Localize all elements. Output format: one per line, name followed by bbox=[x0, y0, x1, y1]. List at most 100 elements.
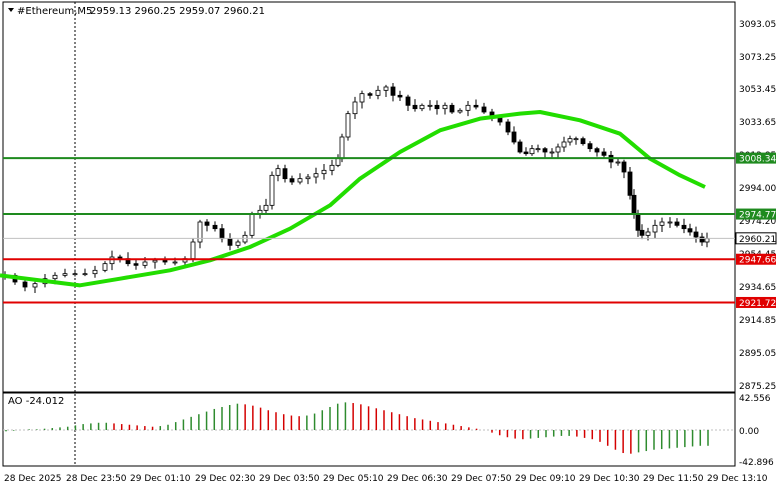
candle-body bbox=[693, 231, 699, 238]
price-tick: 3053.45 bbox=[739, 85, 776, 95]
price-axis: 3093.05 3073.25 3053.45 3033.65 3013.85 … bbox=[739, 20, 776, 392]
candle-body bbox=[321, 169, 327, 175]
time-tick: 29 Dec 01:10 bbox=[130, 474, 191, 484]
candle-body bbox=[687, 228, 693, 233]
price-tick: 2914.85 bbox=[739, 316, 776, 326]
candle-body bbox=[523, 151, 529, 155]
price-tick: 3093.05 bbox=[739, 20, 776, 30]
level-badge bbox=[736, 296, 776, 308]
candle-body bbox=[72, 273, 78, 276]
candle-body bbox=[652, 224, 658, 233]
level-badge bbox=[736, 152, 776, 164]
candle-body bbox=[587, 143, 593, 150]
dropdown-arrow-icon[interactable] bbox=[8, 8, 14, 12]
candle-body bbox=[601, 151, 607, 156]
time-tick: 29 Dec 10:30 bbox=[579, 474, 640, 484]
candle-body bbox=[335, 158, 341, 166]
candle-body bbox=[249, 213, 255, 236]
time-tick: 29 Dec 02:30 bbox=[195, 474, 256, 484]
candle-body bbox=[212, 224, 218, 230]
candle-body bbox=[621, 161, 627, 173]
candle-body bbox=[615, 161, 621, 164]
candle-body bbox=[419, 104, 425, 110]
level-badge bbox=[736, 253, 776, 265]
ohlc-values: 2959.13 2960.25 2959.07 2960.21 bbox=[90, 6, 265, 17]
candle-body bbox=[511, 131, 517, 143]
candle-body bbox=[133, 263, 139, 266]
candle-body bbox=[473, 104, 479, 108]
level-badge bbox=[736, 208, 776, 220]
level-label: 3008.34 bbox=[739, 155, 776, 165]
candle-body bbox=[204, 221, 210, 226]
candle-body bbox=[594, 148, 600, 153]
price-tick: 2974.20 bbox=[739, 217, 776, 227]
time-tick: 29 Dec 11:50 bbox=[643, 474, 704, 484]
candle-body bbox=[22, 281, 28, 288]
time-tick: 28 Dec 23:50 bbox=[66, 474, 127, 484]
candle-body bbox=[152, 259, 158, 263]
candle-body bbox=[412, 104, 418, 110]
price-tick: 2994.00 bbox=[739, 184, 776, 194]
candle-body bbox=[359, 93, 365, 103]
candle-body bbox=[329, 164, 335, 171]
level-label: 2947.66 bbox=[739, 256, 776, 266]
time-tick: 29 Dec 06:30 bbox=[387, 474, 448, 484]
candle-body bbox=[235, 241, 241, 246]
ao-tick: -42.896 bbox=[739, 458, 774, 468]
candle-body bbox=[631, 194, 637, 215]
price-tick: 3073.25 bbox=[739, 53, 776, 63]
candle-body bbox=[561, 141, 567, 148]
candle-body bbox=[367, 93, 373, 96]
candle-body bbox=[352, 101, 358, 115]
price-tick: 2895.05 bbox=[739, 349, 776, 359]
candle-body bbox=[542, 148, 548, 153]
candle-body bbox=[275, 168, 281, 176]
candle-body bbox=[573, 138, 579, 141]
candle-body bbox=[517, 141, 523, 153]
candle-body bbox=[390, 86, 396, 96]
candle-body bbox=[635, 213, 641, 231]
candle-body bbox=[645, 231, 651, 236]
candle-body bbox=[305, 176, 311, 180]
candle-body bbox=[313, 173, 319, 178]
candles-group bbox=[2, 83, 710, 294]
candle-body bbox=[282, 168, 288, 180]
candle-body bbox=[405, 96, 411, 106]
symbol-label[interactable]: #Ethereum,M5 bbox=[17, 6, 92, 17]
level-label: 2974.77 bbox=[739, 211, 776, 221]
main-panel[interactable] bbox=[2, 1, 736, 393]
candle-body bbox=[172, 261, 178, 264]
ao-title: AO -24.012 bbox=[8, 396, 64, 407]
candle-body bbox=[263, 204, 269, 211]
candle-body bbox=[681, 224, 687, 230]
moving-average-line bbox=[0, 110, 706, 288]
candle-body bbox=[297, 178, 303, 183]
candle-body bbox=[580, 138, 586, 145]
candle-body bbox=[674, 221, 680, 226]
candle-body bbox=[397, 94, 403, 98]
candle-body bbox=[92, 269, 98, 275]
candle-body bbox=[109, 256, 115, 265]
candle-body bbox=[567, 138, 573, 143]
candle-body bbox=[549, 151, 555, 154]
candle-body bbox=[82, 273, 88, 276]
candle-body bbox=[457, 109, 463, 113]
candle-body bbox=[465, 104, 471, 111]
candle-body bbox=[555, 146, 561, 153]
time-tick: 29 Dec 03:50 bbox=[259, 474, 320, 484]
candle-body bbox=[345, 113, 351, 138]
price-tick: 3033.65 bbox=[739, 118, 776, 128]
time-tick: 29 Dec 07:50 bbox=[451, 474, 512, 484]
time-tick: 29 Dec 09:10 bbox=[515, 474, 576, 484]
ao-tick: 0.00 bbox=[739, 427, 759, 437]
moving-average-group bbox=[0, 110, 706, 288]
candle-body bbox=[639, 229, 645, 236]
candle-body bbox=[52, 274, 58, 280]
candle-body bbox=[659, 221, 665, 226]
candle-body bbox=[375, 89, 381, 96]
candle-body bbox=[529, 148, 535, 155]
candle-body bbox=[434, 104, 440, 110]
candle-body bbox=[197, 221, 203, 243]
candle-body bbox=[699, 236, 705, 243]
